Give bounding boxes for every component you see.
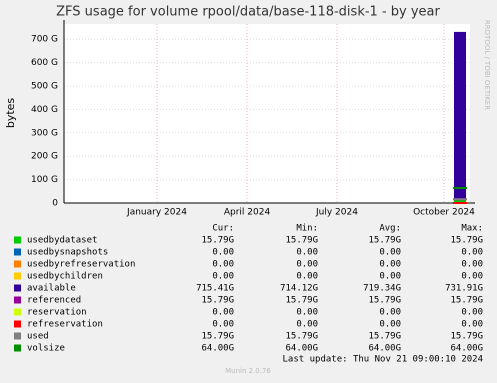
column-header: Cur: (212, 224, 234, 234)
legend-value: 15.79G (285, 296, 318, 306)
legend-value: 0.00 (296, 272, 318, 282)
y-tick-label: 200 G (31, 152, 58, 162)
legend-value: 719.34G (363, 284, 401, 294)
legend-label: used (27, 332, 49, 342)
last-update: Last update: Thu Nov 21 09:00:10 2024 (283, 355, 483, 365)
legend-value: 64.00G (201, 344, 234, 354)
legend-value: 15.79G (368, 296, 401, 306)
y-tick-label: 300 G (31, 128, 58, 138)
legend-value: 0.00 (379, 272, 401, 282)
x-tick-label: July 2024 (315, 208, 358, 218)
legend-value: 0.00 (461, 272, 483, 282)
legend-label: refreservation (27, 320, 103, 330)
legend-swatch (14, 284, 21, 292)
x-tick-label: January 2024 (126, 208, 187, 218)
legend-value: 0.00 (296, 248, 318, 258)
legend-value: 0.00 (296, 260, 318, 270)
legend-label: referenced (27, 296, 81, 306)
y-tick-label: 100 G (31, 175, 58, 185)
y-tick-label: 0 (52, 199, 58, 209)
legend-swatch (14, 308, 21, 316)
legend-value: 0.00 (379, 320, 401, 330)
legend-value: 64.00G (450, 344, 483, 354)
legend-value: 0.00 (461, 320, 483, 330)
legend-swatch (14, 344, 21, 352)
legend-value: 714.12G (280, 284, 318, 294)
footer: Munin 2.0.76 (225, 367, 271, 375)
legend-value: 15.79G (285, 332, 318, 342)
legend-swatch (14, 248, 21, 256)
legend-value: 0.00 (296, 308, 318, 318)
legend-value: 15.79G (201, 236, 234, 246)
y-axis-label: bytes (4, 98, 17, 129)
legend-value: 15.79G (368, 332, 401, 342)
y-tick-label: 400 G (31, 105, 58, 115)
legend-swatch (14, 332, 21, 340)
legend-value: 731.91G (445, 284, 483, 294)
legend-swatch (14, 236, 21, 244)
legend-label: available (27, 284, 76, 294)
legend-value: 15.79G (450, 332, 483, 342)
legend-label: usedbydataset (27, 236, 97, 246)
column-header: Avg: (379, 224, 401, 234)
legend-value: 15.79G (285, 236, 318, 246)
y-tick-label: 500 G (31, 82, 58, 92)
stack-segment (454, 199, 466, 203)
legend-value: 15.79G (201, 296, 234, 306)
x-tick-label: April 2024 (224, 208, 271, 218)
legend-value: 15.79G (450, 296, 483, 306)
legend-value: 15.79G (201, 332, 234, 342)
plot-area (64, 24, 470, 203)
y-tick-label: 700 G (31, 35, 58, 45)
legend-label: reservation (27, 308, 87, 318)
legend-label: usedbysnapshots (27, 248, 108, 258)
legend-value: 0.00 (212, 272, 234, 282)
legend-value: 15.79G (450, 236, 483, 246)
legend-value: 0.00 (461, 248, 483, 258)
column-header: Min: (296, 224, 318, 234)
legend-label: usedbychildren (27, 272, 103, 282)
legend-value: 15.79G (368, 236, 401, 246)
legend-value: 0.00 (212, 308, 234, 318)
legend-value: 0.00 (212, 320, 234, 330)
legend-value: 0.00 (296, 320, 318, 330)
side-text: RRDTOOL / TOBI OETIKER (483, 20, 491, 110)
legend-swatch (14, 296, 21, 304)
legend-value: 0.00 (461, 308, 483, 318)
legend-value: 0.00 (379, 260, 401, 270)
legend-swatch (14, 260, 21, 268)
y-tick-label: 600 G (31, 58, 58, 68)
chart-title: ZFS usage for volume rpool/data/base-118… (56, 5, 440, 20)
legend-swatch (14, 320, 21, 328)
legend-value: 715.41G (196, 284, 234, 294)
legend-value: 64.00G (285, 344, 318, 354)
legend-swatch (14, 272, 21, 280)
legend-value: 0.00 (212, 248, 234, 258)
legend-value: 64.00G (368, 344, 401, 354)
stack-segment (454, 31, 466, 200)
legend-value: 0.00 (379, 308, 401, 318)
x-tick-label: October 2024 (413, 208, 475, 218)
legend-value: 0.00 (379, 248, 401, 258)
legend-label: usedbyrefreservation (27, 260, 135, 270)
column-header: Max: (461, 224, 483, 234)
legend-label: volsize (27, 344, 65, 354)
legend-value: 0.00 (212, 260, 234, 270)
legend-value: 0.00 (461, 260, 483, 270)
